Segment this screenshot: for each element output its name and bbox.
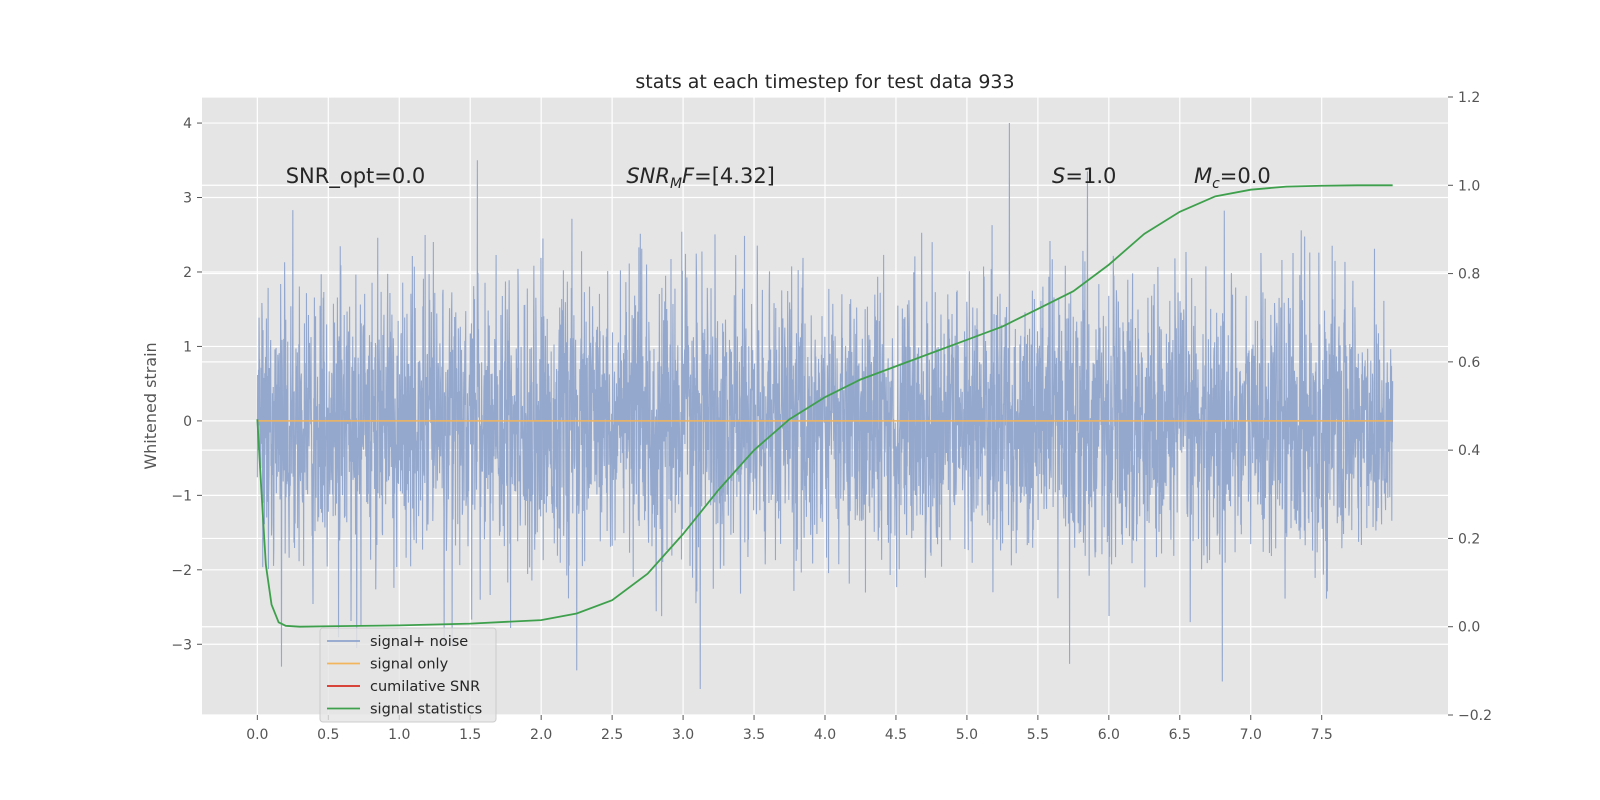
chart-title: stats at each timestep for test data 933 — [635, 71, 1014, 93]
x-tick-label: 1.5 — [459, 727, 481, 743]
series-signal-statistics — [256, 184, 1393, 628]
annotation: SNR_opt=0.0 — [286, 164, 426, 189]
x-tick-label: 4.5 — [885, 727, 907, 743]
x-tick-label: 5.0 — [956, 727, 978, 743]
y-right-tick-label: 1.0 — [1458, 178, 1480, 194]
x-tick-label: 2.0 — [530, 727, 552, 743]
legend-label: cumilative SNR — [370, 679, 480, 695]
y-right-tick-label: 0.4 — [1458, 443, 1480, 459]
legend-label: signal+ noise — [370, 634, 468, 650]
legend-box — [319, 627, 497, 723]
y-left-tick-label: 3 — [183, 191, 192, 207]
y-right-tick-label: 0.2 — [1458, 531, 1480, 547]
x-tick-label: 7.5 — [1311, 727, 1333, 743]
annotation: SNRMF=[4.32] — [626, 164, 775, 192]
y-left-tick-label: −1 — [171, 488, 192, 504]
y-left-tick-label: 0 — [183, 414, 192, 430]
legend-label: signal statistics — [370, 702, 482, 718]
y-right-tick-label: 0.6 — [1458, 355, 1480, 371]
x-tick-label: 4.0 — [814, 727, 836, 743]
y-right-tick-label: 1.2 — [1458, 90, 1480, 106]
legend-label: signal only — [370, 657, 449, 673]
x-tick-label: 0.5 — [317, 727, 339, 743]
x-tick-label: 7.0 — [1240, 727, 1262, 743]
y-right-tick-label: 0.0 — [1458, 620, 1480, 636]
y-left-tick-label: 1 — [183, 339, 192, 355]
x-tick-label: 5.5 — [1027, 727, 1049, 743]
x-tick-label: 2.5 — [601, 727, 623, 743]
x-tick-label: 3.5 — [743, 727, 765, 743]
y-axis-label: Whitened strain — [141, 342, 160, 469]
x-tick-label: 6.5 — [1169, 727, 1191, 743]
x-tick-label: 0.0 — [246, 727, 268, 743]
y-left-tick-label: −3 — [171, 637, 192, 653]
y-left-tick-label: 2 — [183, 265, 192, 281]
y-left-tick-label: −2 — [171, 563, 192, 579]
x-tick-label: 1.0 — [388, 727, 410, 743]
y-left-tick-label: 4 — [183, 116, 192, 132]
x-tick-label: 6.0 — [1098, 727, 1120, 743]
y-right-tick-label: −0.2 — [1458, 708, 1492, 724]
annotation: Mc=0.0 — [1194, 164, 1271, 192]
y-right-tick-label: 0.8 — [1458, 267, 1480, 283]
annotation: S=1.0 — [1052, 164, 1116, 188]
series-signal-noise — [256, 123, 1394, 689]
x-tick-label: 3.0 — [672, 727, 694, 743]
